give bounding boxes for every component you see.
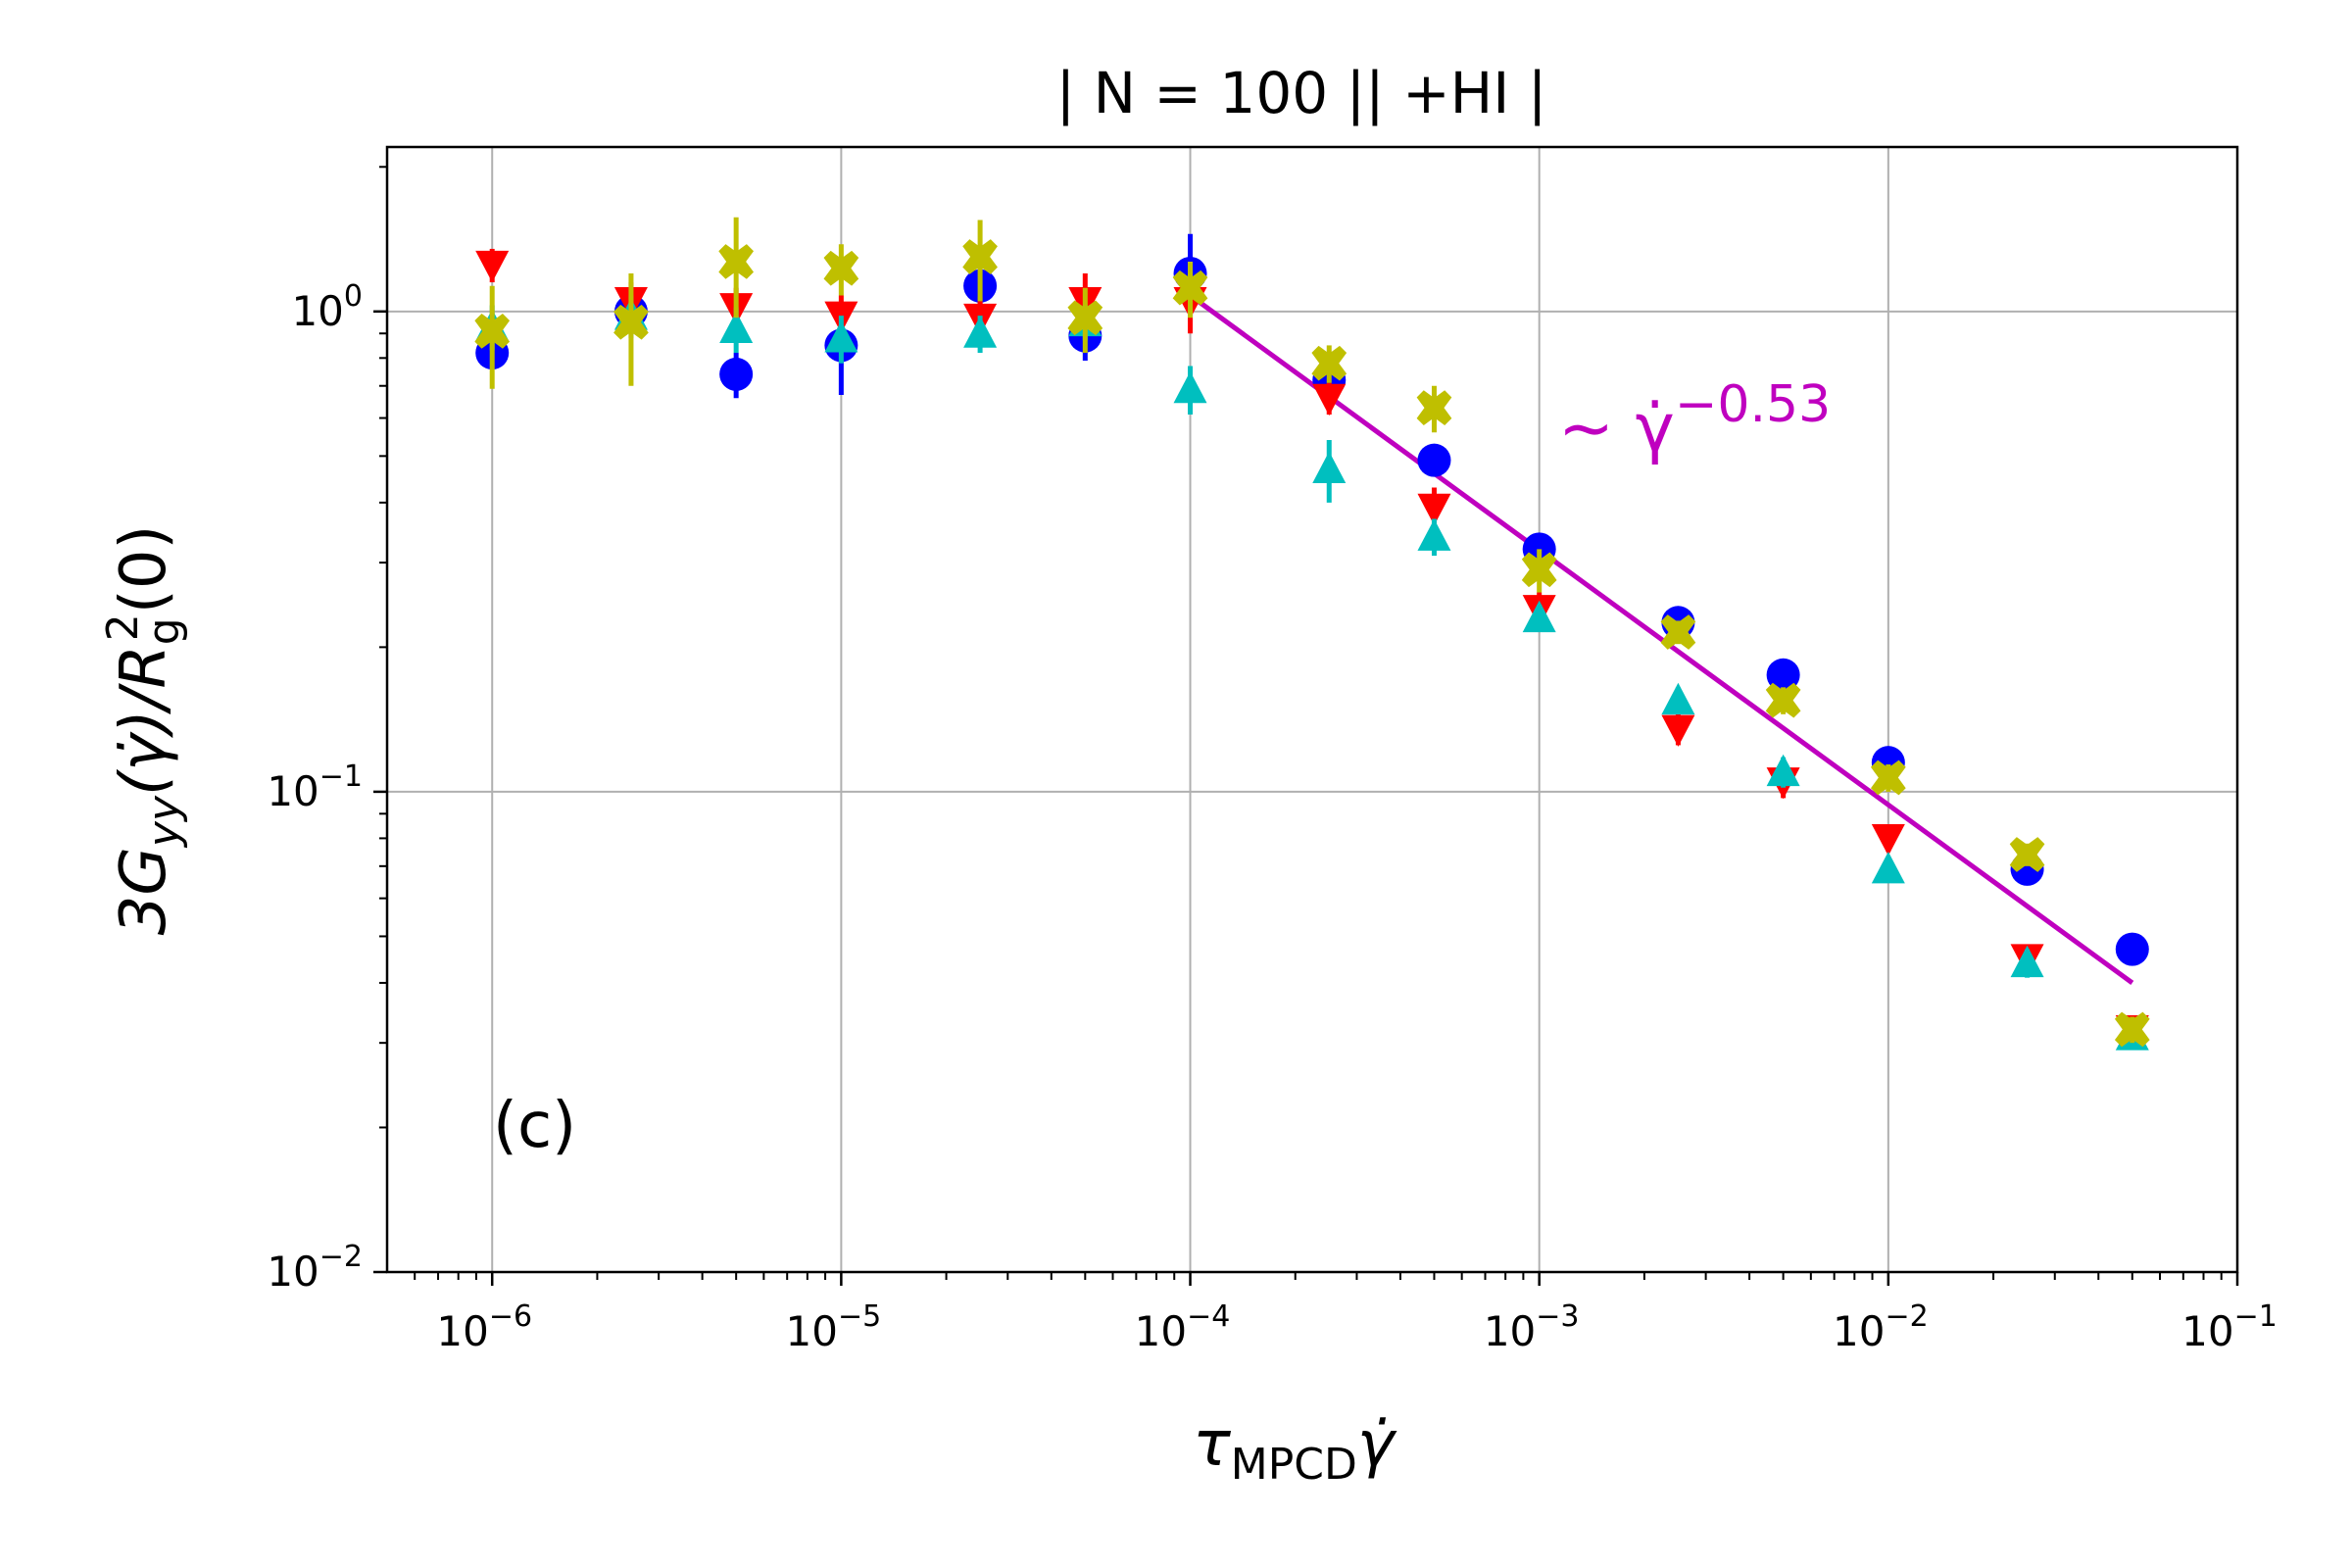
x-tick-base: 10 [2181,1307,2233,1355]
x-tick-base: 10 [1833,1307,1885,1355]
data-point-triangle-up [1417,518,1451,551]
x-tick-label: 10−5 [786,1299,882,1355]
y-tick-base: 10 [291,287,343,335]
minor-ticks [379,166,2223,1280]
data-point-triangle-up [963,316,998,348]
data-markers [474,217,2150,1051]
x-tick-exponent: −6 [489,1299,532,1334]
data-point-triangle-up [1522,600,1556,633]
x-axis-subscript: MPCD [1231,1440,1357,1490]
y-axis-argument: (γ̇)/R [108,645,180,796]
fit-label-text: ∼ γ̇ [1558,390,1675,467]
data-point-triangle-up [719,311,754,344]
data-point-x [962,239,998,274]
x-tick-base: 10 [1135,1307,1187,1355]
fit-line [1189,293,2134,985]
data-point-x [474,314,511,349]
x-tick-exponent: −5 [838,1299,881,1334]
data-point-circle [719,357,754,391]
y-tick-base: 10 [267,767,318,815]
data-point-circle [1417,443,1451,477]
x-tick-base: 10 [436,1307,488,1355]
y-axis-label: 3Gyy(γ̇)/Rg2(0) [98,525,189,936]
x-tick-exponent: −1 [2234,1299,2278,1334]
fit-label: ∼ γ̇−0.53 [1558,375,1831,467]
x-axis-label: τMPCDγ̇ [1193,1408,1397,1490]
data-point-x [823,250,859,286]
y-tick-exponent: −1 [319,760,363,794]
x-tick-exponent: −3 [1536,1299,1579,1334]
y-tick-base: 10 [267,1248,318,1296]
x-tick-label: 10−2 [1833,1299,1929,1355]
data-point-x [2009,837,2045,872]
data-point-triangle-up [1871,852,1905,884]
y-tick-label: 100 [291,279,363,335]
y-axis-main: 3G [108,847,180,935]
x-tick-exponent: −4 [1187,1299,1230,1334]
chart-title: | N = 100 || +HI | [1056,60,1547,126]
y-tick-exponent: −2 [319,1240,363,1274]
data-point-x [1870,760,1906,796]
data-point-x [1311,345,1348,381]
plot-frame [385,145,2239,1274]
major-ticks [373,310,2239,1286]
data-point-triangle-up [2010,945,2044,978]
x-axis-symbol: τ [1193,1408,1231,1481]
data-point-triangle-up [1766,754,1800,787]
x-axis-variable: γ̇ [1357,1408,1397,1481]
data-point-x [2114,1011,2150,1048]
data-point-triangle-down [1312,383,1347,416]
y-tick-exponent: 0 [344,279,363,314]
data-point-x [1521,552,1557,588]
data-point-x [1765,682,1801,718]
y-axis-r-subscript: g [139,617,189,645]
x-tick-base: 10 [786,1307,838,1355]
panel-label: (c) [493,1090,576,1162]
data-point-x [1416,390,1452,426]
data-point-triangle-down [1417,493,1451,526]
data-point-x [1067,300,1103,336]
data-point-x [718,244,755,279]
x-tick-label: 10−3 [1484,1299,1580,1355]
data-point-triangle-down [1661,714,1695,747]
x-tick-label: 10−4 [1135,1299,1231,1355]
data-point-triangle-down [475,250,510,283]
data-point-x [1172,270,1208,306]
data-point-triangle-up [1312,451,1347,483]
fit-line-group [1189,293,2134,985]
data-point-circle [2115,932,2149,966]
y-tick-label: 10−1 [267,760,363,815]
y-axis-r-superscript: 2 [98,613,148,641]
y-axis-tail: (0) [108,525,180,614]
data-point-triangle-down [1871,823,1905,857]
data-point-circle [1766,658,1800,692]
series-4 [474,217,2150,1048]
x-tick-label: 10−6 [436,1299,532,1355]
data-point-triangle-up [1173,370,1207,404]
y-tick-label: 10−2 [267,1240,363,1296]
data-point-x [613,304,649,340]
data-point-triangle-up [824,320,858,353]
x-tick-base: 10 [1484,1307,1536,1355]
fit-label-exponent: −0.53 [1675,375,1831,434]
data-point-x [1660,614,1696,650]
y-axis-subscript: yy [139,795,189,849]
x-tick-label: 10−1 [2181,1299,2278,1355]
data-point-triangle-up [1661,682,1695,715]
x-tick-exponent: −2 [1885,1299,1928,1334]
